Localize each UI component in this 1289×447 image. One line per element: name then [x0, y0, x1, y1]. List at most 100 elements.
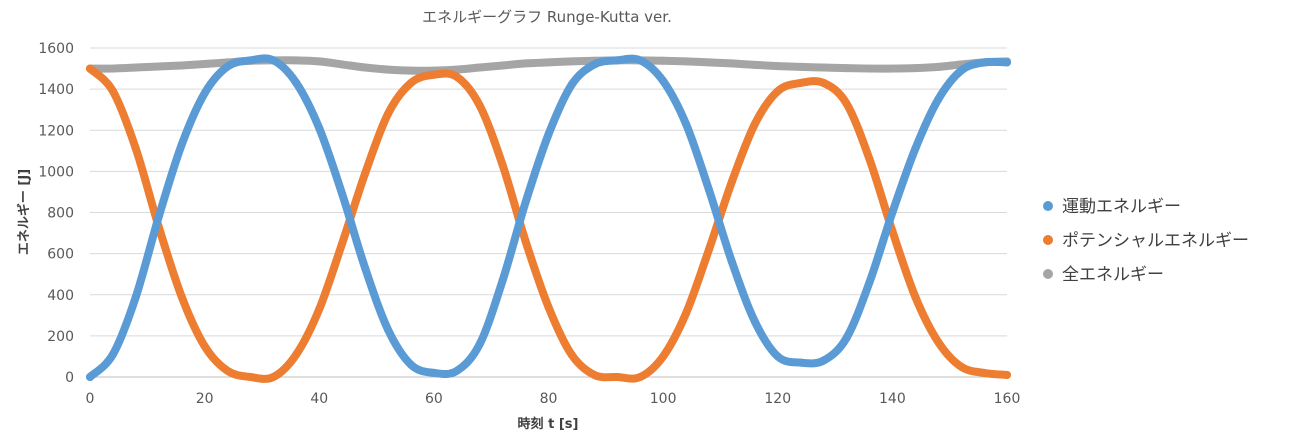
legend-label: 全エネルギー: [1062, 265, 1164, 285]
data-point: [567, 81, 576, 90]
data-point: [361, 264, 370, 273]
data-point: [108, 87, 117, 96]
y-tick-label: 200: [47, 329, 74, 345]
data-point: [521, 237, 530, 246]
legend-label: ポテンシャルエネルギー: [1062, 231, 1249, 251]
legend-marker: [1043, 201, 1053, 211]
data-point: [429, 70, 438, 79]
data-point: [773, 62, 782, 71]
data-point: [659, 76, 668, 85]
data-point: [86, 373, 94, 381]
series-line: [86, 64, 1011, 383]
data-point: [796, 78, 805, 87]
y-tick-label: 1200: [38, 123, 74, 139]
data-point: [223, 62, 232, 71]
data-point: [819, 63, 828, 72]
data-point: [682, 120, 691, 129]
series-line: [86, 54, 1011, 381]
data-point: [384, 65, 393, 74]
data-point: [888, 64, 897, 73]
data-point: [567, 57, 576, 66]
data-point: [1003, 58, 1011, 67]
chart-title: エネルギーグラフ Runge-Kutta ver.: [422, 8, 672, 26]
data-point: [177, 292, 186, 301]
data-point: [521, 59, 530, 68]
data-point: [636, 373, 645, 381]
data-point: [865, 155, 874, 164]
data-point: [934, 62, 943, 71]
x-tick-label: 20: [196, 391, 214, 407]
data-point: [567, 350, 576, 359]
data-point: [590, 370, 599, 379]
data-point: [86, 64, 94, 73]
data-point: [636, 56, 645, 65]
y-axis-label: エネルギー [J]: [16, 169, 32, 255]
data-point: [980, 58, 989, 67]
data-point: [727, 257, 736, 266]
data-point: [842, 64, 851, 73]
data-point: [613, 56, 622, 65]
data-point: [521, 198, 530, 207]
gridlines: [90, 47, 1007, 378]
data-point: [865, 278, 874, 287]
x-tick-label: 60: [425, 391, 443, 407]
data-point: [773, 87, 782, 96]
data-point: [338, 189, 347, 198]
data-point: [544, 58, 553, 67]
data-point: [292, 350, 301, 359]
data-point: [292, 78, 301, 87]
data-point: [406, 66, 415, 75]
data-point: [498, 161, 507, 170]
data-point: [819, 356, 828, 365]
data-point: [704, 245, 713, 254]
data-point: [659, 352, 668, 361]
data-point: [750, 317, 759, 326]
series-0: [86, 54, 1011, 381]
data-point: [131, 144, 140, 153]
data-point: [315, 57, 324, 66]
data-point: [498, 276, 507, 285]
data-point: [842, 333, 851, 342]
data-point: [475, 101, 484, 110]
data-point: [796, 358, 805, 367]
y-tick-label: 1000: [38, 164, 74, 180]
data-point: [727, 177, 736, 186]
data-point: [338, 239, 347, 248]
x-tick-label: 100: [650, 391, 677, 407]
data-point: [384, 109, 393, 118]
series-1: [86, 64, 1011, 383]
data-point: [452, 72, 461, 81]
data-point: [315, 305, 324, 314]
y-tick-label: 600: [47, 247, 74, 263]
data-point: [154, 212, 163, 221]
data-point: [246, 373, 255, 381]
data-point: [980, 368, 989, 377]
data-point: [911, 144, 920, 153]
data-point: [269, 373, 278, 381]
y-tick-label: 400: [47, 288, 74, 304]
data-point: [223, 366, 232, 375]
data-point: [727, 59, 736, 68]
data-point: [957, 362, 966, 371]
data-point: [384, 325, 393, 334]
data-point: [659, 56, 668, 65]
legend-marker: [1043, 235, 1053, 245]
data-point: [796, 62, 805, 71]
legend-marker: [1043, 269, 1053, 279]
y-tick-label: 0: [65, 370, 74, 386]
data-point: [200, 342, 209, 351]
x-tick-label: 80: [540, 391, 558, 407]
data-point: [338, 60, 347, 69]
data-point: [613, 373, 622, 381]
x-axis-label: 時刻 t [s]: [518, 416, 579, 432]
data-point: [108, 350, 117, 359]
series-layer: [86, 54, 1011, 383]
data-point: [108, 64, 117, 73]
data-point: [590, 60, 599, 69]
y-tick-label: 1600: [38, 41, 74, 57]
data-point: [544, 130, 553, 139]
x-tick-label: 140: [879, 391, 906, 407]
x-axis-ticks: 0 20 40 60 80 100 120 140 160: [86, 391, 1021, 407]
